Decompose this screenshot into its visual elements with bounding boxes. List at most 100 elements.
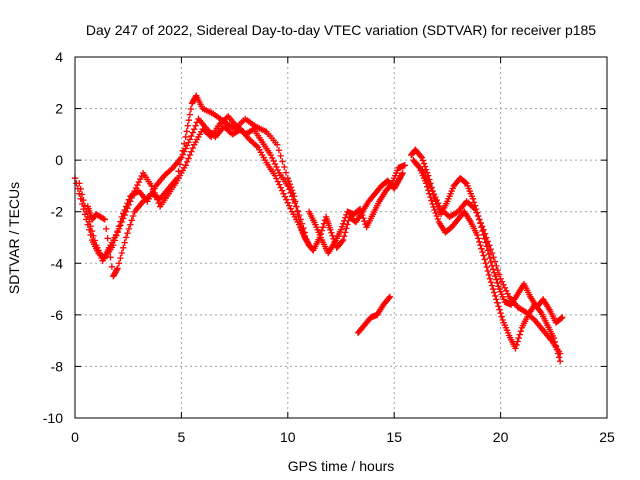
data-point <box>488 282 496 289</box>
axis-ticks: 0 5 10 15 20 25 -10 -8 -6 -4 -2 0 2 4 <box>43 49 615 445</box>
data-point <box>340 217 348 224</box>
data-point <box>128 217 135 224</box>
data-point <box>419 157 427 164</box>
data-point <box>276 181 283 188</box>
data-point <box>482 260 489 267</box>
data-point <box>273 175 280 182</box>
data-point <box>114 265 121 272</box>
data-point <box>501 284 509 291</box>
data-point <box>297 223 304 231</box>
plot-frame <box>74 56 608 419</box>
data-point <box>127 221 134 228</box>
data-point <box>497 309 504 317</box>
data-point <box>492 272 499 280</box>
data-point <box>183 158 191 166</box>
data-point <box>340 233 348 240</box>
series-track-e <box>305 162 409 257</box>
data-point <box>490 254 497 261</box>
data-point <box>387 181 395 188</box>
data-point <box>125 201 133 209</box>
data-point <box>76 190 83 197</box>
data-point <box>134 181 141 189</box>
data-point <box>281 163 288 171</box>
data-point <box>480 252 487 259</box>
data-point <box>434 199 442 207</box>
data-point <box>492 292 499 300</box>
data-point <box>517 327 525 335</box>
data-point <box>498 313 505 320</box>
data-point <box>118 249 126 257</box>
data-point <box>122 208 130 215</box>
data-point <box>401 162 409 169</box>
data-point <box>432 209 439 217</box>
data-point <box>286 181 294 188</box>
data-point <box>429 200 436 208</box>
data-point <box>121 211 128 219</box>
data-point <box>342 214 349 221</box>
data-point <box>168 165 175 173</box>
data-point <box>293 203 300 210</box>
data-point <box>485 251 493 258</box>
data-point <box>513 341 520 349</box>
data-point <box>125 225 133 233</box>
data-point <box>137 175 144 183</box>
data-point <box>192 122 199 129</box>
data-point <box>422 172 429 180</box>
y-tick-label: 4 <box>55 49 63 65</box>
data-point <box>478 223 486 230</box>
data-point <box>429 187 436 195</box>
data-point <box>418 154 426 161</box>
data-point <box>90 232 97 239</box>
data-point <box>493 262 500 270</box>
series-track-i <box>412 159 564 357</box>
data-point <box>131 187 138 195</box>
data-point <box>436 202 443 210</box>
data-point <box>514 338 521 345</box>
data-point <box>427 184 435 192</box>
data-point <box>278 187 286 194</box>
data-point <box>530 315 537 322</box>
data-point <box>88 227 96 235</box>
data-point <box>478 245 485 252</box>
data-point <box>504 290 511 297</box>
data-point <box>343 225 350 232</box>
data-point <box>107 254 114 261</box>
data-point <box>277 152 284 160</box>
data-point <box>512 345 519 352</box>
data-point <box>127 198 134 205</box>
data-point <box>481 256 488 263</box>
data-point <box>181 148 188 155</box>
data-point <box>431 206 438 214</box>
data-point <box>339 236 347 244</box>
data-point <box>421 163 429 170</box>
data-point <box>327 226 334 233</box>
data-point <box>101 216 108 223</box>
data-point <box>495 303 502 310</box>
data-point <box>491 289 498 296</box>
data-point <box>420 160 428 167</box>
data-point <box>430 190 438 198</box>
data-point <box>556 350 564 357</box>
data-point <box>484 267 492 275</box>
data-point <box>274 178 282 185</box>
data-point <box>496 306 503 313</box>
data-point <box>298 226 306 234</box>
x-tick-label: 15 <box>386 429 402 445</box>
x-tick-label: 25 <box>599 429 615 445</box>
data-point <box>328 229 335 236</box>
data-point <box>479 248 486 256</box>
data-point <box>516 331 523 338</box>
data-point <box>296 218 303 226</box>
data-point <box>491 258 499 265</box>
y-tick-label: -6 <box>51 307 64 323</box>
y-tick-label: -4 <box>51 255 64 271</box>
data-point <box>494 299 501 307</box>
x-tick-label: 5 <box>178 429 186 445</box>
data-point <box>124 230 131 237</box>
data-point <box>181 140 188 148</box>
data-point <box>488 249 496 257</box>
data-point <box>253 142 260 150</box>
data-point <box>476 216 483 223</box>
data-point <box>105 244 113 252</box>
